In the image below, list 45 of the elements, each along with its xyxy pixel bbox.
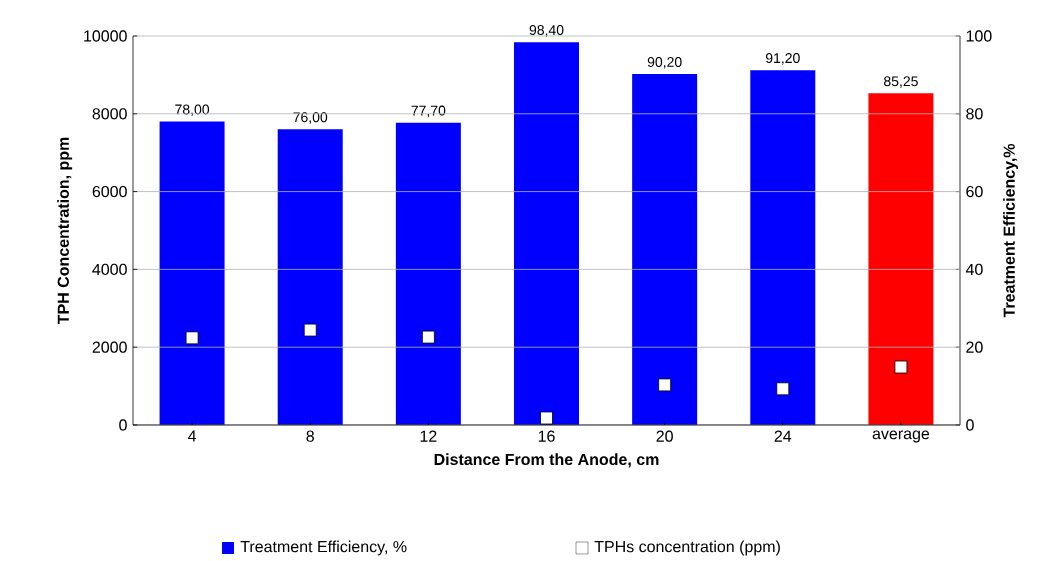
point	[185, 331, 199, 345]
y2-tick-label: 60	[966, 185, 983, 198]
bar	[395, 122, 461, 425]
point	[894, 360, 908, 374]
point	[421, 330, 435, 344]
data-label: 77,70	[411, 105, 446, 118]
x-tick-label: 12	[420, 430, 437, 442]
data-label: 76,00	[293, 112, 328, 124]
y-tick-label: 10000	[84, 30, 127, 42]
data-label: 98,40	[529, 25, 564, 37]
y-tick-label: 2000	[92, 341, 127, 353]
data-label: 78,00	[175, 104, 210, 117]
point	[658, 378, 672, 392]
x-axis-title: Distance From the Anode, cm	[434, 453, 659, 468]
data-label: 91,20	[765, 53, 800, 65]
data-label: 90,20	[647, 57, 682, 69]
y2-tick-label: 80	[966, 108, 983, 120]
y-tick-label: 0	[119, 419, 127, 431]
bar	[750, 70, 816, 425]
y2-tick-label: 20	[966, 341, 983, 353]
bar	[514, 42, 580, 425]
y2-axis-title: Treatment Efficiency,%	[1003, 143, 1019, 318]
x-tick-label: 8	[306, 430, 314, 442]
bar	[868, 93, 934, 425]
legend-label: TPHs concentration (ppm)	[594, 540, 780, 556]
y-tick-label: 8000	[92, 108, 127, 120]
point	[776, 382, 790, 396]
point	[303, 323, 317, 337]
legend-label: Treatment Efficiency, %	[240, 540, 407, 556]
bar	[159, 121, 225, 425]
y-axis-title: TPH Concentration, ppm	[57, 137, 73, 325]
x-tick-label: 20	[656, 430, 673, 442]
bar	[277, 129, 343, 425]
x-tick-label: average	[872, 430, 930, 443]
bar	[632, 74, 698, 425]
y2-tick-label: 100	[966, 30, 992, 42]
y2-tick-label: 40	[965, 263, 983, 276]
data-label: 85,25	[884, 76, 918, 88]
y-tick-label: 4000	[92, 263, 127, 276]
y2-tick-label: 0	[966, 419, 974, 431]
x-tick-label: 16	[538, 430, 555, 442]
point	[540, 411, 553, 425]
y-tick-label: 6000	[92, 185, 127, 198]
x-tick-label: 4	[187, 430, 197, 442]
x-tick-label: 24	[774, 430, 792, 442]
